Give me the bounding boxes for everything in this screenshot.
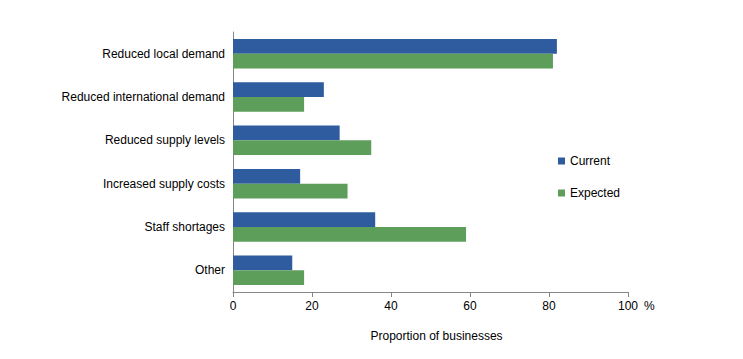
svg-text:Reduced international demand: Reduced international demand [62,90,225,104]
svg-text:20: 20 [305,299,319,313]
svg-text:Current: Current [570,154,611,168]
svg-text:60: 60 [463,299,477,313]
svg-text:Staff shortages: Staff shortages [145,220,226,234]
svg-text:Proportion of businesses: Proportion of businesses [371,329,503,343]
svg-text:Reduced local demand: Reduced local demand [102,47,225,61]
svg-text:40: 40 [384,299,398,313]
svg-text:Other: Other [195,263,225,277]
svg-text:100: 100 [618,299,638,313]
svg-text:Increased supply costs: Increased supply costs [103,177,225,191]
svg-text:Reduced supply levels: Reduced supply levels [105,133,225,147]
svg-text:Expected: Expected [570,186,620,200]
svg-text:%: % [644,299,655,313]
svg-text:0: 0 [230,299,237,313]
svg-text:80: 80 [542,299,556,313]
